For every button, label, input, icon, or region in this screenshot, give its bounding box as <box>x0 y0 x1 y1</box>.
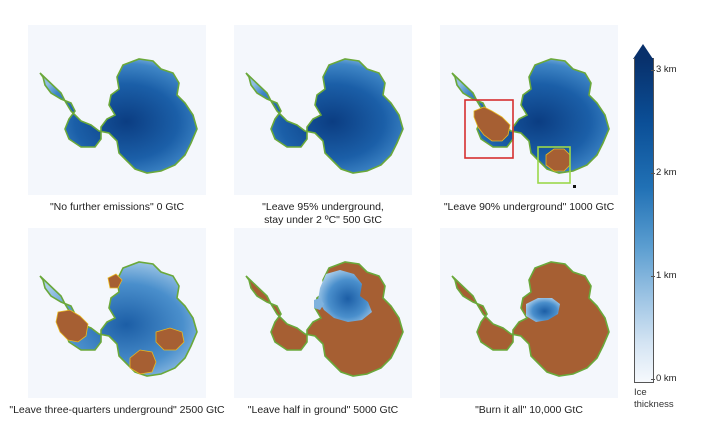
caption-500gtc-line2: stay under 2 ºC" 500 GtC <box>264 214 382 226</box>
map-panel-10000gtc <box>440 228 618 398</box>
colorbar-label-line1: Ice <box>634 387 647 398</box>
map-panel-5000gtc <box>234 228 412 398</box>
map-panel-1000gtc <box>440 25 618 195</box>
antarctica-map <box>451 58 610 188</box>
antarctica-map <box>39 261 198 377</box>
map-panel-500gtc <box>234 25 412 195</box>
caption-5000gtc: "Leave half in ground" 5000 GtC <box>247 404 399 416</box>
wilkes-basin-box <box>537 146 571 184</box>
colorbar-tick-1km: 1 km <box>651 270 677 281</box>
colorbar-label-line2: thickness <box>634 399 674 410</box>
ice-thickness-colorbar <box>634 58 654 383</box>
west-antarctica-box <box>464 99 514 159</box>
colorbar-tick-3km: 3 km <box>651 64 677 75</box>
antarctica-map <box>245 261 404 377</box>
map-panel-0gtc <box>28 25 206 195</box>
caption-1000gtc: "Leave 90% underground" 1000 GtC <box>443 201 615 213</box>
antarctica-map <box>39 58 198 174</box>
caption-0gtc: "No further emissions" 0 GtC <box>49 201 185 213</box>
caption-10000gtc: "Burn it all" 10,000 GtC <box>475 404 583 416</box>
caption-500gtc-line1: "Leave 95% underground, <box>262 201 384 213</box>
colorbar-tick-2km: 2 km <box>651 167 677 178</box>
colorbar-label: Ice thickness <box>634 387 674 411</box>
antarctica-map <box>451 261 610 377</box>
caption-2500gtc: "Leave three-quarters underground" 2500 … <box>9 404 225 416</box>
caption-500gtc: "Leave 95% underground, stay under 2 ºC"… <box>213 201 433 227</box>
antarctica-map <box>245 58 404 174</box>
colorbar-extend-arrow <box>633 44 653 59</box>
map-panel-2500gtc <box>28 228 206 398</box>
colorbar-tick-0km: 0 km <box>651 373 677 384</box>
